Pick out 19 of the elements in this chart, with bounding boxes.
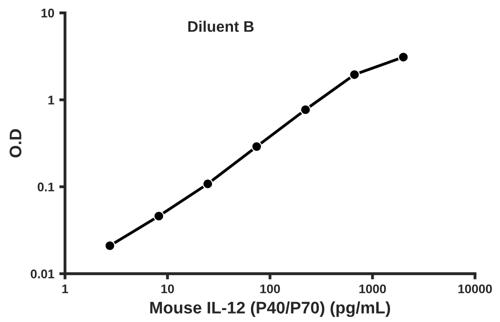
point	[398, 52, 409, 62]
x-axis-title: Mouse IL-12 (P40/P70) (pg/mL)	[150, 301, 390, 317]
point	[251, 141, 262, 152]
point	[202, 178, 214, 190]
x-tick-label: 1	[62, 284, 68, 294]
x-tick-label: 1000	[359, 284, 386, 294]
point	[104, 240, 116, 252]
y-tick-label: 0.01	[30, 270, 54, 278]
point	[349, 69, 360, 80]
chart-title: Diluent B	[188, 20, 254, 32]
y-tick-label: 1	[48, 96, 54, 104]
x-tick-label: 100	[260, 284, 280, 294]
y-tick-label: 10	[41, 8, 54, 18]
y-tick-label: 0.1	[38, 182, 54, 192]
y-axis-title: O.D	[10, 129, 22, 158]
point	[300, 104, 311, 116]
x-tick-label: 10	[161, 284, 174, 294]
point	[153, 210, 164, 222]
x-tick-label: 10000	[458, 284, 492, 294]
